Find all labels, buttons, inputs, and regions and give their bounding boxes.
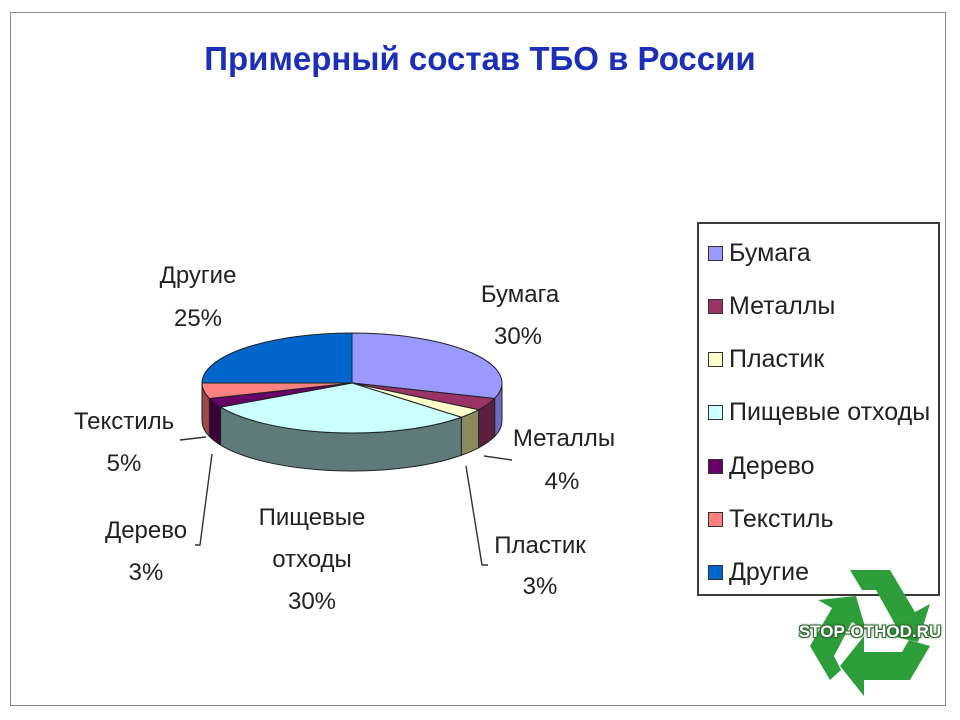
label-food-value: 30%: [288, 588, 336, 615]
legend-item: Металлы: [708, 291, 835, 321]
legend-label: Бумага: [729, 238, 811, 267]
label-food-name-1: Пищевые: [259, 504, 366, 531]
label-other-name: Другие: [160, 262, 237, 289]
legend-label: Пищевые отходы: [729, 398, 931, 427]
label-wood-name: Дерево: [105, 517, 187, 544]
pie-slice-6: [201, 332, 353, 384]
legend-label: Текстиль: [729, 505, 834, 533]
pie-tops: [201, 332, 503, 434]
pie-sides: [201, 382, 503, 472]
leader-lines: [179, 436, 513, 566]
legend-label: Металлы: [729, 291, 836, 320]
legend-label: Дерево: [729, 451, 815, 480]
recycle-logo-icon: [810, 570, 930, 696]
label-plastic-value: 3%: [523, 573, 558, 600]
legend-item: Пищевые отходы: [708, 398, 930, 428]
legend-swatch: [708, 298, 723, 314]
legend-item: Пластик: [708, 345, 824, 375]
label-food-name-2: отходы: [272, 546, 352, 573]
chart-title: Примерный состав ТБО в России: [204, 40, 756, 77]
legend-label: Пластик: [729, 345, 825, 374]
leader-line-textile: [179, 436, 207, 441]
label-plastic-name: Пластик: [494, 532, 586, 559]
label-wood-value: 3%: [129, 559, 164, 586]
chart-legend: Бумага Металлы Пластик Пищевые отходы Дерево…: [697, 222, 940, 596]
leader-line-metal: [483, 455, 513, 461]
pie-slice-3: [219, 382, 463, 434]
leader-line-wood: [195, 453, 213, 546]
label-textile-value: 5%: [107, 450, 142, 477]
label-metal-value: 4%: [545, 468, 580, 495]
legend-swatch: [708, 458, 723, 474]
legend-item: Дерево: [708, 451, 815, 481]
legend-item: Текстиль: [708, 505, 834, 535]
legend-item: Бумага: [708, 238, 811, 268]
label-paper-value: 30%: [494, 323, 542, 350]
legend-swatch: [708, 352, 723, 368]
legend-label: Другие: [729, 558, 810, 587]
pie-slice-0: [351, 332, 503, 399]
legend-swatch: [708, 245, 723, 261]
logo-text: STOP-OTHOD.RU: [798, 622, 942, 641]
label-paper-name: Бумага: [481, 281, 560, 308]
legend-swatch: [708, 405, 723, 421]
legend-swatch: [708, 512, 723, 527]
label-textile-name: Текстиль: [74, 408, 174, 435]
legend-item: Другие: [708, 558, 809, 588]
leader-line-plastic: [465, 465, 488, 566]
label-metal-name: Металлы: [513, 425, 615, 452]
label-other-value: 25%: [174, 305, 222, 332]
legend-swatch: [708, 565, 723, 581]
